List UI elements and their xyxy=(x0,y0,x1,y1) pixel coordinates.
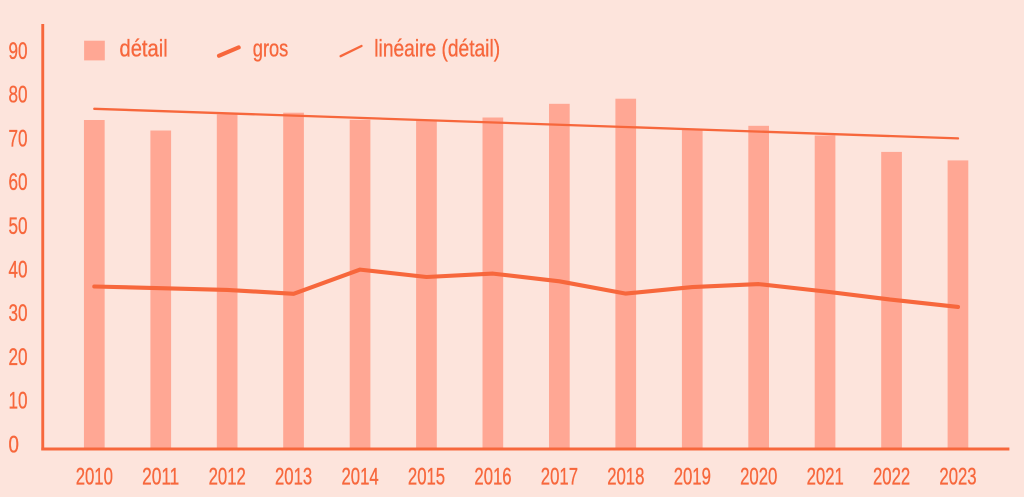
svg-text:0: 0 xyxy=(9,431,19,458)
svg-text:linéaire (détail): linéaire (détail) xyxy=(374,35,500,62)
svg-text:2018: 2018 xyxy=(607,464,644,491)
svg-text:2010: 2010 xyxy=(76,464,113,491)
svg-text:2016: 2016 xyxy=(474,464,511,491)
svg-text:80: 80 xyxy=(9,82,28,109)
svg-text:2011: 2011 xyxy=(142,464,179,491)
svg-text:40: 40 xyxy=(9,257,28,284)
svg-text:20: 20 xyxy=(9,344,28,371)
svg-text:2022: 2022 xyxy=(873,464,910,491)
svg-text:70: 70 xyxy=(9,125,28,152)
svg-text:2021: 2021 xyxy=(807,464,844,491)
svg-text:détail: détail xyxy=(120,35,168,62)
svg-text:2012: 2012 xyxy=(209,464,246,491)
svg-text:90: 90 xyxy=(9,38,28,65)
svg-text:2023: 2023 xyxy=(939,464,976,491)
svg-text:60: 60 xyxy=(9,169,28,196)
svg-text:gros: gros xyxy=(253,35,288,62)
svg-text:10: 10 xyxy=(9,388,28,415)
svg-text:2017: 2017 xyxy=(541,464,578,491)
svg-text:2015: 2015 xyxy=(408,464,445,491)
svg-text:30: 30 xyxy=(9,300,28,327)
svg-text:2014: 2014 xyxy=(342,464,379,491)
svg-text:2019: 2019 xyxy=(674,464,711,491)
svg-text:2013: 2013 xyxy=(275,464,312,491)
svg-text:2020: 2020 xyxy=(740,464,777,491)
svg-text:50: 50 xyxy=(9,213,28,240)
